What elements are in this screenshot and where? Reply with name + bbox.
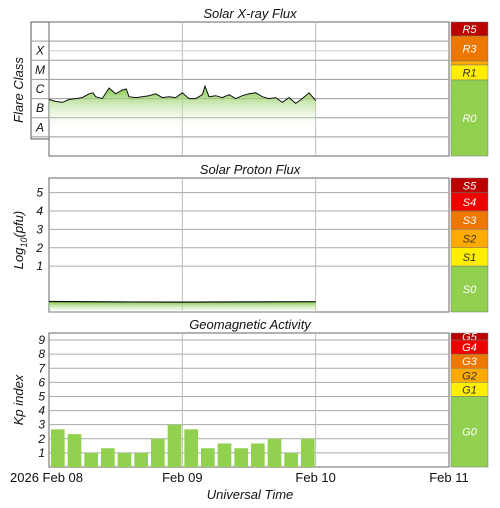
xray-title: Solar X-ray Flux	[203, 6, 297, 21]
kp-bar	[117, 452, 132, 467]
proton-scale-label-s1: S1	[463, 252, 476, 264]
proton-ylabel-sub: 10	[19, 238, 29, 248]
kp-bar	[67, 434, 82, 467]
proton-series	[48, 300, 316, 314]
kp-bar	[251, 443, 265, 467]
proton-y-ticks: 1 2 3 4 5	[35, 186, 43, 273]
xray-class-label-a: A	[35, 120, 44, 134]
proton-title: Solar Proton Flux	[200, 162, 301, 177]
kp-bar	[234, 448, 248, 467]
geomag-tick-8: 8	[38, 347, 45, 361]
xray-scale-label-r5: R5	[462, 24, 477, 36]
kp-bar	[267, 438, 282, 467]
kp-bar	[134, 452, 148, 467]
geomag-scale-label-g3: G3	[462, 356, 478, 368]
proton-tick-3: 3	[36, 222, 43, 236]
kp-bar	[151, 438, 165, 467]
geomag-tick-1: 1	[38, 446, 45, 460]
proton-scale-label-s2: S2	[463, 234, 476, 246]
xray-series	[48, 84, 317, 131]
geomag-tick-5: 5	[38, 389, 45, 403]
x-axis-ticks: 2026 Feb 08 Feb 09 Feb 10 Feb 11	[10, 470, 469, 485]
geomag-tick-7: 7	[38, 361, 46, 375]
proton-ylabel-main: Log	[11, 247, 26, 269]
proton-line	[48, 300, 316, 303]
geomag-scale-label-g0: G0	[462, 427, 478, 439]
proton-s-scale: S5 S4 S3 S2 S1 S0	[450, 177, 489, 313]
proton-scale-label-s4: S4	[463, 197, 476, 209]
x-tick-label: Feb 11	[429, 470, 469, 485]
proton-tick-5: 5	[36, 186, 43, 200]
kp-bar	[51, 429, 65, 467]
x-axis-label: Universal Time	[207, 487, 294, 502]
geomag-scale-label-g1: G1	[462, 384, 477, 396]
xray-scale-label-r3: R3	[462, 44, 477, 56]
xray-class-label-m: M	[35, 63, 45, 77]
proton-tick-1: 1	[36, 259, 43, 273]
geomag-bars	[51, 424, 315, 467]
xray-scale-box	[450, 79, 489, 157]
xray-plot-frame	[48, 21, 450, 157]
xray-line	[48, 84, 317, 105]
kp-bar	[217, 443, 232, 467]
xray-class-label-x: X	[35, 44, 45, 58]
geomag-tick-4: 4	[38, 404, 45, 418]
proton-scale-box	[450, 265, 489, 313]
proton-ylabel-tail: (pfu)	[11, 211, 26, 238]
proton-scale-label-s3: S3	[463, 215, 477, 227]
kp-bar	[301, 438, 315, 467]
xray-scale-label-r0: R0	[462, 113, 477, 125]
geomag-tick-6: 6	[38, 375, 45, 389]
xray-class-label-b: B	[36, 101, 44, 115]
geomag-grid	[49, 333, 449, 467]
kp-bar	[184, 429, 198, 467]
geomag-scale-label-g4: G4	[462, 342, 477, 354]
kp-bar	[84, 452, 98, 467]
geomag-plot-frame	[48, 332, 450, 468]
proton-tick-4: 4	[36, 204, 43, 218]
kp-bar	[101, 448, 115, 467]
xray-area	[49, 86, 316, 131]
geomag-tick-2: 2	[37, 432, 45, 446]
proton-scale-label-s5: S5	[463, 180, 477, 192]
proton-grid	[49, 178, 449, 312]
geomag-title: Geomagnetic Activity	[189, 317, 312, 332]
proton-tick-2: 2	[35, 241, 43, 255]
x-tick-label: Feb 10	[295, 470, 335, 485]
xray-class-label-c: C	[36, 82, 45, 96]
x-tick-label: Feb 09	[162, 470, 202, 485]
geomag-panel: Geomagnetic Activity Kp index 123456789 …	[11, 317, 489, 468]
xray-scale-label-r1: R1	[462, 68, 476, 80]
kp-bar	[201, 448, 215, 467]
geomag-ylabel: Kp index	[11, 374, 26, 425]
proton-plot-frame	[48, 177, 450, 313]
proton-scale-label-s0: S0	[463, 284, 477, 296]
geomag-scale-box	[450, 396, 489, 468]
kp-bar	[284, 452, 298, 467]
proton-area	[49, 301, 316, 314]
x-tick-label: 2026 Feb 08	[10, 470, 83, 485]
geomag-scale-label-g2: G2	[462, 370, 477, 382]
kp-bar	[167, 424, 182, 467]
geomag-tick-3: 3	[38, 418, 45, 432]
proton-ylabel: Log10(pfu)	[11, 211, 29, 269]
geomag-tick-9: 9	[38, 333, 45, 347]
xray-scale-box	[450, 60, 489, 66]
xray-r-scale: R5 R3 R1 R0	[450, 21, 489, 157]
xray-ylabel: Flare Class	[11, 57, 26, 123]
